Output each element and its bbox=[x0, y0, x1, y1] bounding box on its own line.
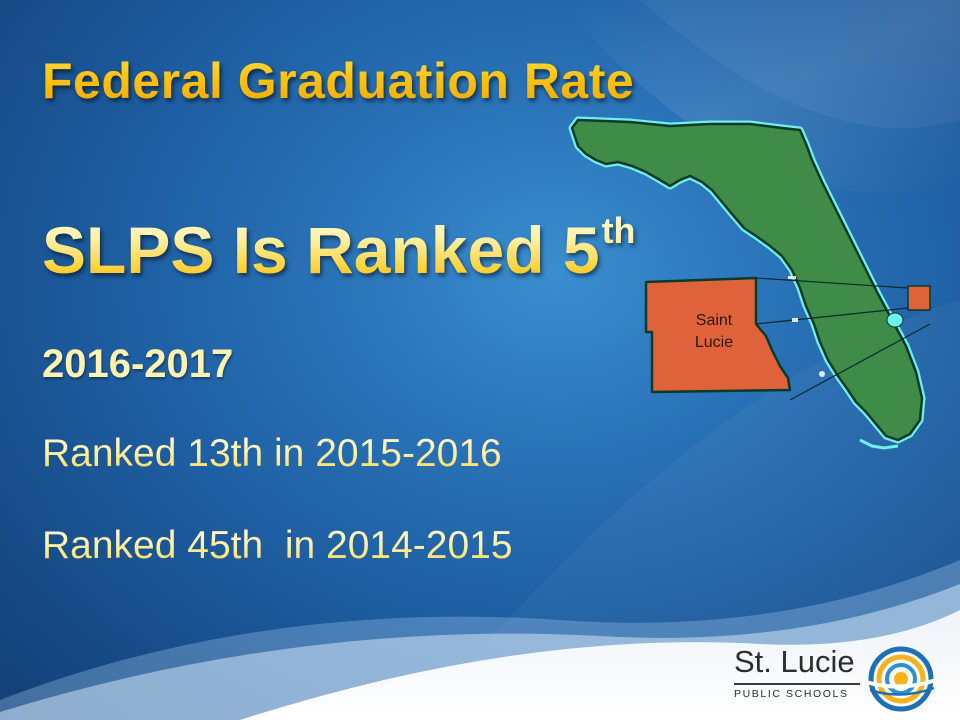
county-label-line2: Lucie bbox=[695, 334, 733, 351]
logo-name: St. Lucie bbox=[734, 644, 855, 679]
county-label-line1: Saint bbox=[696, 312, 733, 329]
florida-map: Saint Lucie bbox=[568, 116, 931, 450]
ranking-headline: SLPS Is Ranked 5th bbox=[42, 210, 636, 288]
ranking-history-item: Ranked 13th in 2015-2016 bbox=[42, 432, 502, 475]
st-lucie-public-schools-logo: St. Lucie PUBLIC SCHOOLS bbox=[720, 638, 960, 720]
florida-state-shape bbox=[568, 116, 931, 450]
headline-text: SLPS Is Ranked 5 bbox=[42, 213, 600, 287]
sun-rings-icon bbox=[865, 646, 937, 712]
inset-connector-lines bbox=[755, 277, 931, 401]
bottom-wave-decoration bbox=[0, 560, 960, 720]
current-year: 2016-2017 bbox=[42, 342, 234, 386]
ranking-history-item: Ranked 45th in 2014-2015 bbox=[42, 524, 513, 567]
logo-subtitle: PUBLIC SCHOOLS bbox=[734, 688, 849, 700]
logo-divider bbox=[734, 683, 860, 685]
saint-lucie-county-inset: Saint Lucie bbox=[644, 276, 825, 394]
slide-title: Federal Graduation Rate bbox=[42, 53, 635, 109]
